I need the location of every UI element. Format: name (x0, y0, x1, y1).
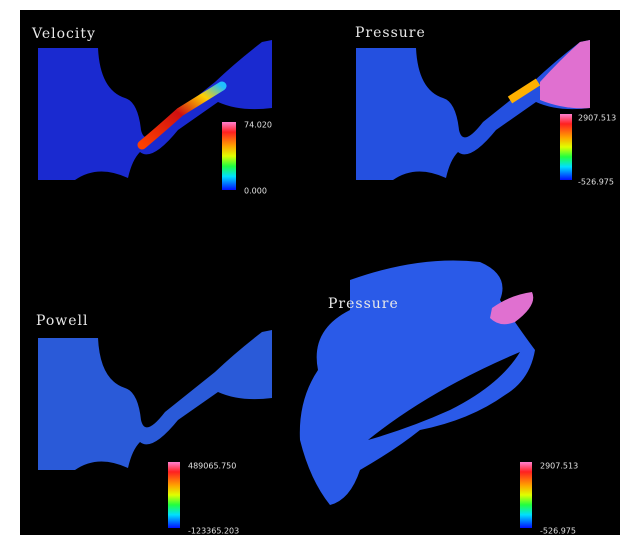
colorbar-max: 74.020 (244, 121, 272, 130)
colorbar-max: 2907.513 (540, 462, 578, 471)
colorbar (520, 462, 532, 528)
colorbar (560, 114, 572, 180)
colorbar-min: -526.975 (578, 178, 614, 187)
panel-title: Velocity (31, 26, 96, 42)
colorbar-max: 489065.750 (188, 462, 236, 471)
colorbar-min: 0.000 (244, 187, 267, 196)
colorbar (222, 122, 236, 190)
figure: Velocity 74.020 0.000 Pressure 2907.513 … (0, 0, 630, 555)
colorbar-max: 2907.513 (578, 114, 616, 123)
panel-title: Pressure (328, 296, 399, 312)
colorbar (168, 462, 180, 528)
colorbar-min: -123365.203 (188, 527, 239, 536)
panel-title: Pressure (355, 25, 426, 41)
colorbar-min: -526.975 (540, 527, 576, 536)
panel-title: Powell (36, 313, 89, 329)
